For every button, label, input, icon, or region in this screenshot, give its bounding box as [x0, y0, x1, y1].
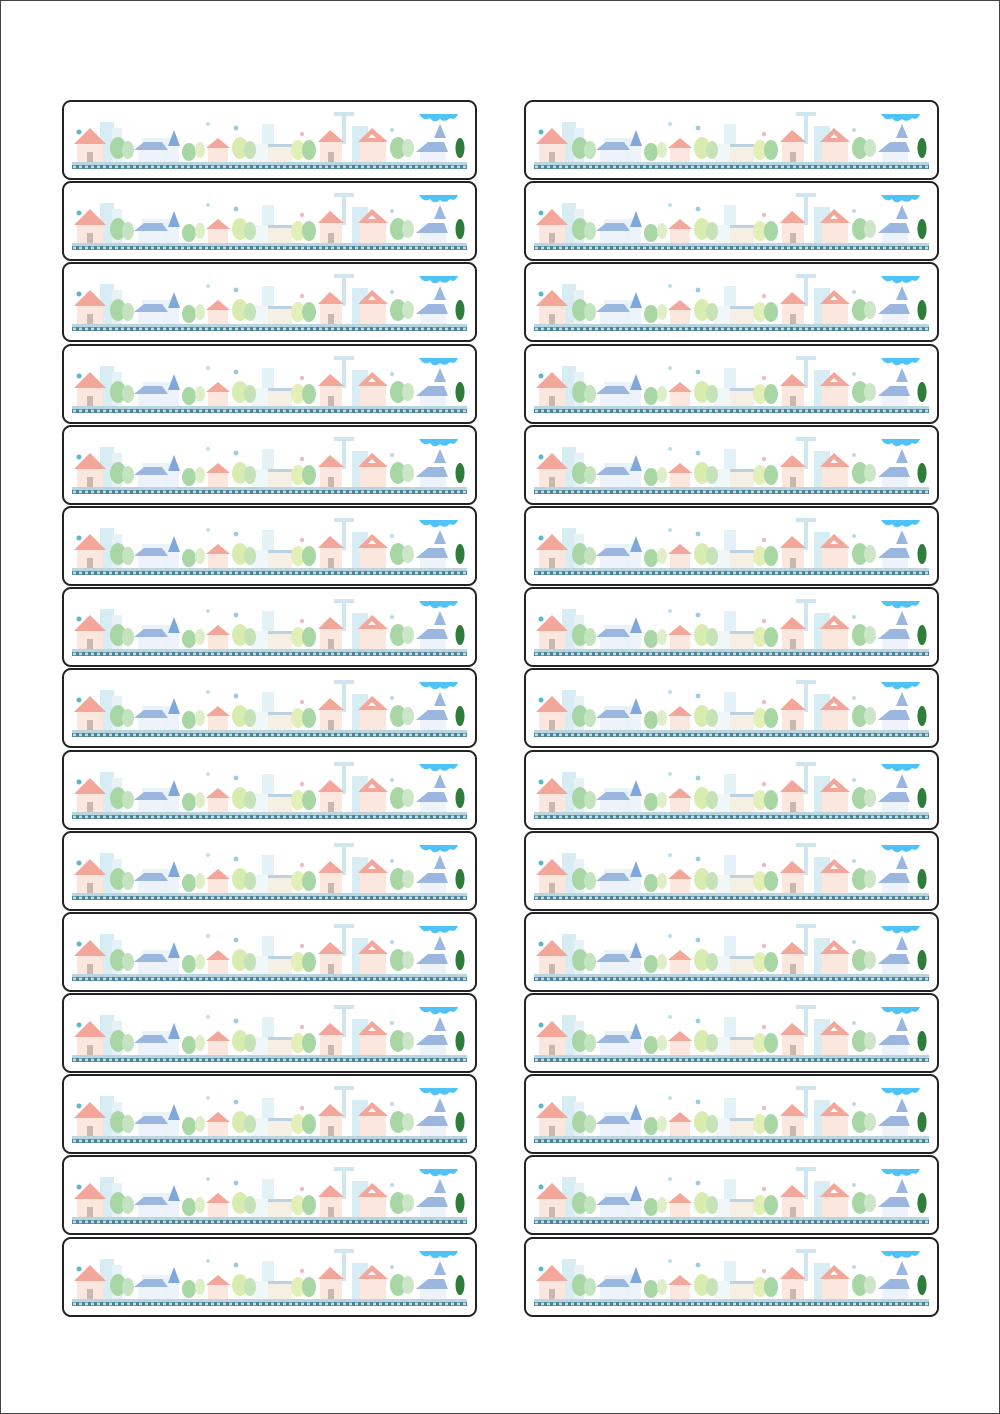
town-skyline-illustration — [534, 761, 929, 819]
town-skyline-illustration — [72, 436, 467, 494]
label-cell — [524, 993, 939, 1074]
town-skyline-illustration — [534, 436, 929, 494]
label-cell — [524, 262, 939, 343]
town-skyline-illustration — [72, 923, 467, 981]
label-cell — [62, 911, 477, 992]
town-skyline-illustration — [72, 842, 467, 900]
label-column-left — [62, 100, 477, 1318]
town-skyline-illustration — [534, 355, 929, 413]
label-cell — [524, 749, 939, 830]
label-cell — [62, 587, 477, 668]
label-cell — [524, 1155, 939, 1236]
label-cell — [524, 505, 939, 586]
label-cell — [524, 343, 939, 424]
town-skyline-illustration — [72, 193, 467, 251]
label-cell — [524, 668, 939, 749]
town-skyline-illustration — [72, 599, 467, 657]
town-skyline-illustration — [72, 355, 467, 413]
town-skyline-illustration — [534, 1086, 929, 1144]
town-skyline-illustration — [534, 517, 929, 575]
label-cell — [62, 1155, 477, 1236]
label-cell — [62, 749, 477, 830]
label-cell — [524, 100, 939, 180]
label-cell — [524, 1074, 939, 1155]
town-skyline-illustration — [534, 1248, 929, 1306]
town-skyline-illustration — [534, 842, 929, 900]
town-skyline-illustration — [534, 1005, 929, 1063]
town-skyline-illustration — [72, 517, 467, 575]
town-skyline-illustration — [72, 1086, 467, 1144]
town-skyline-illustration — [72, 761, 467, 819]
label-cell — [524, 587, 939, 668]
label-cell — [62, 668, 477, 749]
town-skyline-illustration — [534, 923, 929, 981]
town-skyline-illustration — [534, 112, 929, 169]
town-skyline-illustration — [72, 1167, 467, 1225]
label-cell — [524, 911, 939, 992]
label-cell — [62, 262, 477, 343]
label-cell — [62, 181, 477, 262]
town-skyline-illustration — [72, 274, 467, 332]
town-skyline-illustration — [72, 680, 467, 738]
label-cell — [62, 1074, 477, 1155]
town-skyline-illustration — [534, 680, 929, 738]
label-cell — [524, 830, 939, 911]
town-skyline-illustration — [72, 112, 467, 169]
label-cell — [62, 505, 477, 586]
label-cell — [62, 343, 477, 424]
label-column-right — [524, 100, 939, 1318]
town-skyline-illustration — [534, 193, 929, 251]
label-cell — [62, 424, 477, 505]
label-cell — [524, 424, 939, 505]
town-skyline-illustration — [72, 1005, 467, 1063]
town-skyline-illustration — [72, 1248, 467, 1306]
label-cell — [62, 830, 477, 911]
town-skyline-illustration — [534, 274, 929, 332]
label-cell — [62, 993, 477, 1074]
label-cell — [524, 181, 939, 262]
label-cell — [62, 1236, 477, 1317]
label-cell — [62, 100, 477, 180]
town-skyline-illustration — [534, 599, 929, 657]
town-skyline-illustration — [534, 1167, 929, 1225]
label-cell — [524, 1236, 939, 1317]
